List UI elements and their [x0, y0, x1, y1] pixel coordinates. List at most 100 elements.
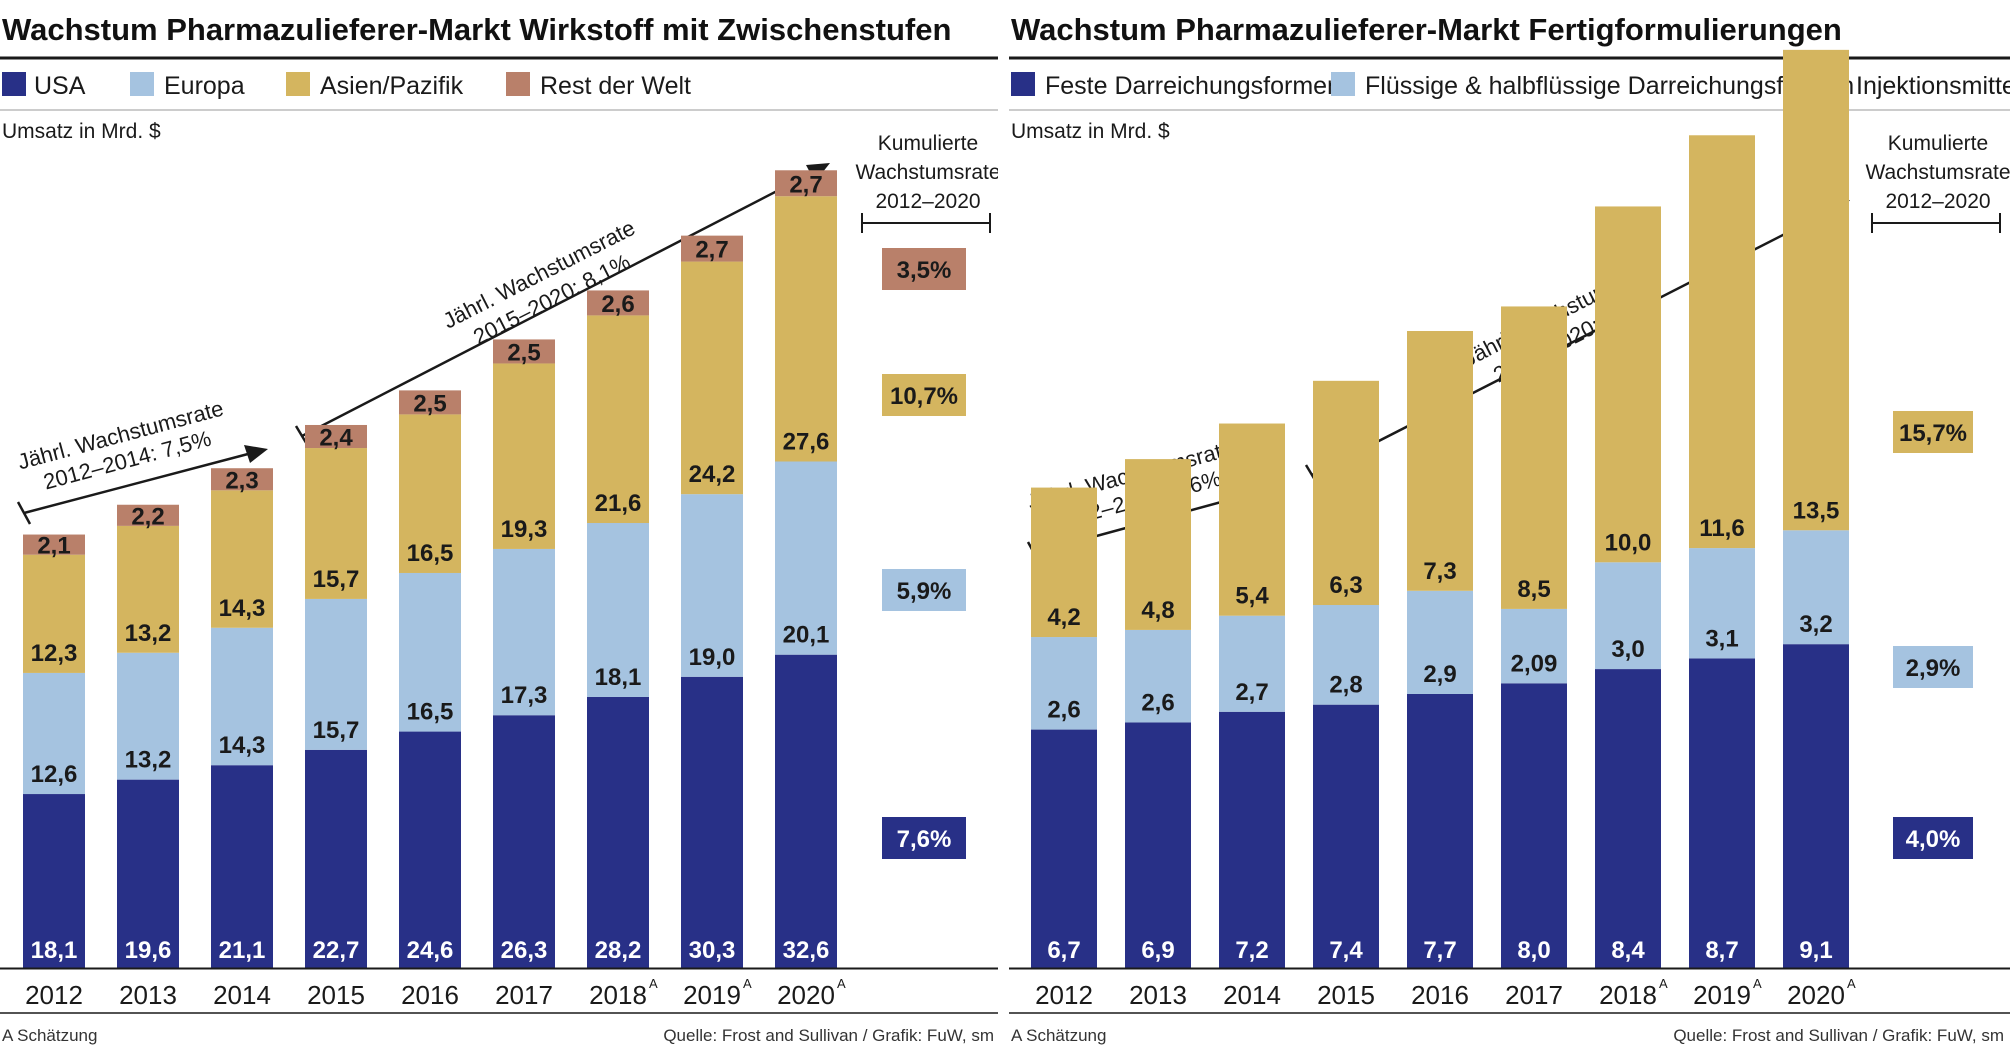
- bar-segment-injektionsmittel-2019: [1689, 135, 1755, 549]
- bar-segment-asien-pazifik-2013: [117, 525, 179, 653]
- bar-segment-usa-2018: [587, 696, 649, 968]
- bar-segment-fl-ssige-halbfl-ssige-darreichungsformen-2014: [1219, 615, 1285, 712]
- bar-segment-rest-der-welt-2019: [681, 235, 743, 262]
- legend-label-usa: USA: [34, 72, 86, 100]
- data-label-rest-der-welt-2019: 2,7: [695, 237, 728, 264]
- data-label-usa-2018: 28,2: [595, 937, 642, 964]
- data-label-rest-der-welt-2016: 2,5: [413, 390, 446, 417]
- data-label-usa-2016: 24,6: [407, 937, 454, 964]
- legend-swatch-fluessig: [1331, 72, 1355, 96]
- x-tick-label-2016: 2016: [401, 980, 459, 1010]
- data-label-injektionsmittel-2013: 4,8: [1141, 597, 1174, 624]
- data-label-fl-ssige-halbfl-ssige-darreichungsformen-2016: 2,9: [1423, 661, 1456, 688]
- data-label-rest-der-welt-2015: 2,4: [319, 425, 353, 452]
- bar-segment-feste-darreichungsformen-2013: [1125, 722, 1191, 968]
- bar-segment-rest-der-welt-2012: [23, 534, 85, 555]
- bar-segment-rest-der-welt-2013: [117, 504, 179, 526]
- data-label-usa-2020: 32,6: [783, 937, 830, 964]
- cumulative-header-line1: Kumulierte: [1888, 132, 1988, 155]
- bar-segment-fl-ssige-halbfl-ssige-darreichungsformen-2012: [1031, 637, 1097, 730]
- bar-segment-usa-2012: [23, 794, 85, 968]
- legend-label-feste: Feste Darreichungsformen: [1045, 72, 1341, 100]
- legend: USA Europa Asien/Pazifik Rest der Welt: [2, 72, 691, 100]
- legend-swatch-europa: [130, 72, 154, 96]
- cagr-value-rest-der-welt: 3,5%: [897, 257, 952, 284]
- cumulative-header-line1: Kumulierte: [878, 132, 978, 155]
- x-tick-superscript: A: [1753, 976, 1762, 991]
- cagr-value-asien-pazifik: 10,7%: [890, 383, 958, 410]
- bar-segment-fl-ssige-halbfl-ssige-darreichungsformen-2015: [1313, 605, 1379, 705]
- data-label-rest-der-welt-2013: 2,2: [131, 503, 164, 530]
- data-label-injektionsmittel-2015: 6,3: [1329, 572, 1362, 599]
- bar-segment-injektionsmittel-2015: [1313, 380, 1379, 606]
- x-tick-label-2015: 2015: [307, 980, 365, 1010]
- legend-label-fluessig: Flüssige & halbflüssige Darreichungsform…: [1365, 72, 1854, 100]
- data-label-feste-darreichungsformen-2020: 9,1: [1799, 937, 1832, 964]
- data-label-asien-pazifik-2012: 12,3: [31, 640, 78, 667]
- data-label-injektionsmittel-2014: 5,4: [1235, 583, 1269, 610]
- cumulative-growth-badges: 15,7% 2,9% 4,0%: [1893, 411, 1973, 859]
- data-label-rest-der-welt-2020: 2,7: [789, 171, 822, 198]
- cumulative-header-line2: Wachstumsrate: [1865, 161, 2010, 184]
- data-label-europa-2012: 12,6: [31, 761, 78, 788]
- unit-label: Umsatz in Mrd. $: [2, 120, 161, 143]
- data-label-asien-pazifik-2015: 15,7: [313, 566, 360, 593]
- x-tick-label-2019: 2019: [683, 980, 741, 1010]
- cagr-badge-europa: [882, 569, 966, 611]
- panel-wirkstoff: Wachstum Pharmazulieferer-Markt Wirkstof…: [0, 12, 1001, 1045]
- bar-segment-usa-2016: [399, 731, 461, 968]
- x-tick-label-2017: 2017: [1505, 980, 1563, 1010]
- bar-segment-fl-ssige-halbfl-ssige-darreichungsformen-2013: [1125, 629, 1191, 723]
- bar-segment-rest-der-welt-2016: [399, 390, 461, 415]
- data-label-asien-pazifik-2014: 14,3: [219, 595, 266, 622]
- bar-segment-fl-ssige-halbfl-ssige-darreichungsformen-2017: [1501, 608, 1567, 684]
- bar-segment-fl-ssige-halbfl-ssige-darreichungsformen-2020: [1783, 530, 1849, 645]
- data-label-feste-darreichungsformen-2017: 8,0: [1517, 937, 1550, 964]
- legend-label-rest: Rest der Welt: [540, 72, 691, 100]
- cumulative-growth-badges: 3,5% 10,7% 5,9% 7,6%: [882, 248, 966, 859]
- cagr-badge-fl-ssige-halbfl-ssige-darreichungsformen: [1893, 646, 1973, 688]
- data-label-fl-ssige-halbfl-ssige-darreichungsformen-2012: 2,6: [1047, 697, 1080, 724]
- data-label-asien-pazifik-2016: 16,5: [407, 540, 454, 567]
- x-tick-label-2013: 2013: [1129, 980, 1187, 1010]
- data-label-usa-2013: 19,6: [125, 937, 172, 964]
- data-label-feste-darreichungsformen-2012: 6,7: [1047, 937, 1080, 964]
- bar-segment-injektionsmittel-2012: [1031, 487, 1097, 638]
- bar-segment-europa-2020: [775, 461, 837, 655]
- x-tick-superscript: A: [1847, 976, 1856, 991]
- x-tick-label-2012: 2012: [25, 980, 83, 1010]
- x-tick-superscript: A: [1659, 976, 1668, 991]
- data-label-usa-2017: 26,3: [501, 937, 548, 964]
- bar-segment-asien-pazifik-2016: [399, 414, 461, 573]
- bars: 18,1 12,6 12,3 2,1 19,6 13,2 13,2 2,2 21,1 14,3 14…: [23, 170, 837, 968]
- panel-fertigformulierungen: Wachstum Pharmazulieferer-Markt Fertigfo…: [1009, 12, 2010, 1045]
- legend-label-asien: Asien/Pazifik: [320, 72, 464, 100]
- data-label-usa-2019: 30,3: [689, 937, 736, 964]
- bar-segment-rest-der-welt-2014: [211, 468, 273, 491]
- data-label-rest-der-welt-2017: 2,5: [507, 339, 540, 366]
- legend-swatch-rest: [506, 72, 530, 96]
- data-label-fl-ssige-halbfl-ssige-darreichungsformen-2020: 3,2: [1799, 611, 1832, 638]
- legend-swatch-feste: [1011, 72, 1035, 96]
- x-tick-superscript: A: [837, 976, 846, 991]
- x-tick-label-2019: 2019: [1693, 980, 1751, 1010]
- data-label-injektionsmittel-2017: 8,5: [1517, 576, 1550, 603]
- data-label-fl-ssige-halbfl-ssige-darreichungsformen-2014: 2,7: [1235, 679, 1268, 706]
- data-label-injektionsmittel-2018: 10,0: [1605, 529, 1652, 556]
- growth-arrow-2015-2020: Jährl. Wachstumsrate 2015–2020: 9,4%: [1304, 200, 1850, 486]
- bar-segment-asien-pazifik-2018: [587, 315, 649, 524]
- bar-segment-asien-pazifik-2017: [493, 363, 555, 549]
- data-label-feste-darreichungsformen-2013: 6,9: [1141, 937, 1174, 964]
- bar-segment-injektionsmittel-2013: [1125, 459, 1191, 630]
- cagr-value-fl-ssige-halbfl-ssige-darreichungsformen: 2,9%: [1906, 655, 1961, 682]
- cagr-badge-rest-der-welt: [882, 248, 966, 290]
- bar-segment-europa-2013: [117, 652, 179, 780]
- bars: 6,7 2,6 4,2 6,9 2,6 4,8 7,2 2,7 5,4 7,4 2,8 6,3 7,7 2…: [1031, 49, 1849, 968]
- data-label-feste-darreichungsformen-2016: 7,7: [1423, 937, 1456, 964]
- data-label-fl-ssige-halbfl-ssige-darreichungsformen-2013: 2,6: [1141, 689, 1174, 716]
- cagr-value-feste-darreichungsformen: 4,0%: [1906, 826, 1961, 853]
- bar-segment-feste-darreichungsformen-2015: [1313, 704, 1379, 968]
- legend-label-europa: Europa: [164, 72, 245, 100]
- data-label-europa-2020: 20,1: [783, 622, 830, 649]
